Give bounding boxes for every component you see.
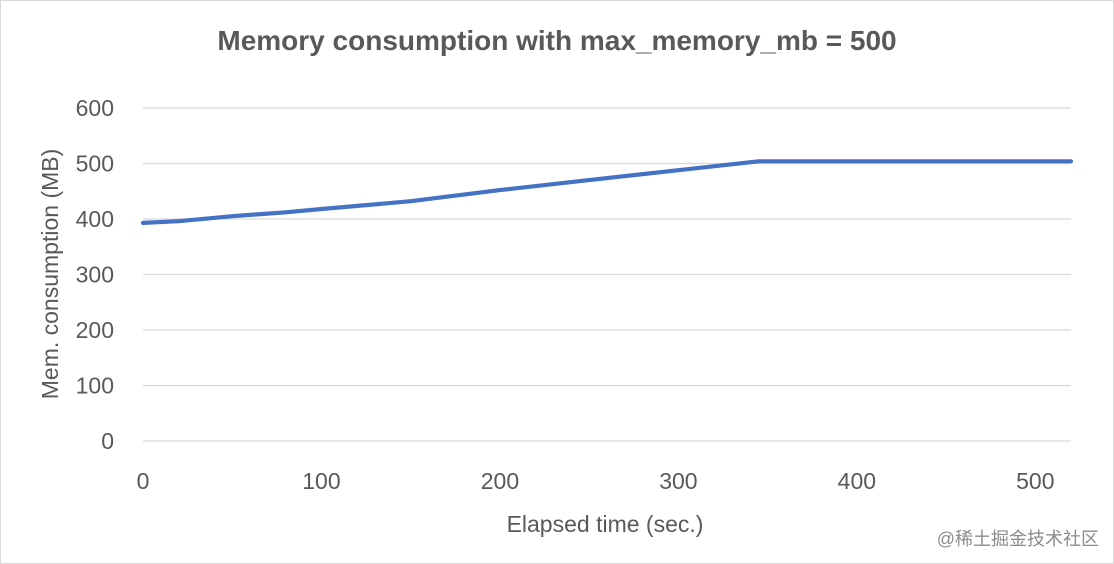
y-tick-label: 600	[76, 95, 114, 121]
x-tick-label: 400	[838, 468, 876, 494]
x-tick-label: 100	[302, 468, 340, 494]
y-tick-label: 100	[76, 373, 114, 399]
y-axis-label: Mem. consumption (MB)	[37, 149, 63, 400]
watermark-text: @稀土掘金技术社区	[937, 529, 1099, 549]
x-axis-label: Elapsed time (sec.)	[507, 511, 704, 537]
x-axis-ticks: 0 100 200 300 400 500	[137, 468, 1055, 494]
series-layer	[140, 159, 1074, 225]
x-tick-label: 300	[659, 468, 697, 494]
y-tick-label: 300	[76, 262, 114, 288]
y-tick-label: 200	[76, 317, 114, 343]
gridlines	[143, 107, 1071, 442]
x-tick-label: 500	[1016, 468, 1054, 494]
y-tick-label: 0	[101, 428, 114, 454]
y-tick-label: 400	[76, 206, 114, 232]
x-tick-label: 200	[481, 468, 519, 494]
chart-title: Memory consumption with max_memory_mb = …	[217, 25, 896, 56]
series-line-0	[140, 159, 1074, 225]
x-tick-label: 0	[137, 468, 150, 494]
y-axis-ticks: 0 100 200 300 400 500 600	[76, 95, 114, 454]
y-tick-label: 500	[76, 151, 114, 177]
